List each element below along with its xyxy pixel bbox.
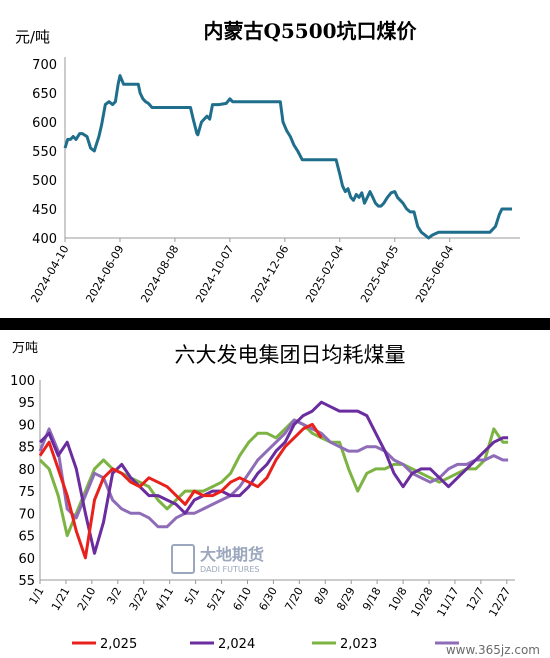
series-lines — [38, 400, 509, 560]
x-tick-label: 10/28 — [408, 585, 435, 619]
x-tick-label: 2024-08-08 — [138, 243, 181, 305]
watermark-logo: 大地期货 DADI FUTURES — [171, 544, 264, 574]
x-tick-label: 2024-04-10 — [28, 243, 71, 305]
x-tick-label: 9/18 — [360, 585, 384, 613]
series-line-0 — [38, 422, 323, 560]
x-tick-label: 2/10 — [75, 585, 99, 613]
price-line — [63, 74, 512, 240]
legend-label: 2,024 — [218, 637, 255, 652]
price-chart: 内蒙古Q5500坑口煤价 元/吨 400 450 500 550 600 650 700 2… — [15, 19, 520, 305]
y-tick-label: 70 — [18, 507, 35, 522]
y-axis-unit-label: 元/吨 — [15, 28, 50, 46]
x-tick-labels: 1/1 1/21 2/10 3/2 3/22 4/11 5/1 5/21 6/10 6/30 7/2… — [26, 580, 513, 619]
x-tick-label: 2025-06-04 — [413, 243, 456, 305]
y-tick-label: 55 — [18, 574, 35, 589]
x-tick-label: 2024-06-09 — [83, 243, 126, 305]
y-tick-label: 600 — [32, 116, 57, 131]
x-tick-label: 12/7 — [464, 585, 488, 613]
x-tick-label: 6/10 — [230, 585, 254, 613]
x-tick-label: 11/17 — [434, 585, 461, 619]
x-tick-label: 5/1 — [182, 585, 202, 607]
y-tick-label: 60 — [18, 552, 35, 567]
y-tick-label: 80 — [18, 463, 35, 478]
x-tick-label: 7/20 — [282, 585, 306, 613]
y-tick-label: 95 — [18, 396, 35, 411]
y-tick-label: 450 — [32, 203, 57, 218]
y-tick-label: 85 — [18, 441, 35, 456]
x-tick-label: 4/11 — [153, 585, 177, 613]
y-axis-unit-label: 万吨 — [12, 341, 38, 356]
y-tick-label: 500 — [32, 174, 57, 189]
watermark-subtext: DADI FUTURES — [200, 565, 259, 574]
series-line-1 — [38, 400, 509, 555]
y-tick-label: 400 — [32, 232, 57, 247]
y-tick-label: 700 — [32, 58, 57, 73]
y-tick-label: 65 — [18, 530, 35, 545]
y-tick-label: 75 — [18, 485, 35, 500]
x-tick-label: 2024-12-06 — [248, 243, 291, 305]
x-tick-label: 8/9 — [312, 585, 332, 607]
legend-label: 2,025 — [100, 637, 137, 652]
x-tick-labels: 2024-04-10 2024-06-09 2024-08-08 2024-10-07… — [28, 238, 456, 305]
legend-label: 2,023 — [340, 637, 377, 652]
y-tick-label: 550 — [32, 145, 57, 160]
x-tick-label: 5/21 — [205, 585, 229, 613]
source-watermark: www.365jz.com — [446, 643, 540, 657]
x-tick-label: 3/2 — [104, 585, 124, 607]
section-divider — [0, 318, 550, 330]
x-tick-label: 2025-04-05 — [358, 243, 401, 305]
x-tick-label: 10/8 — [386, 585, 410, 613]
chart-title: 六大发电集团日均耗煤量 — [175, 343, 406, 367]
logo-icon — [171, 544, 195, 574]
series-line-3 — [38, 418, 509, 529]
y-tick-label: 650 — [32, 87, 57, 102]
consumption-chart: 万吨 六大发电集团日均耗煤量 大地期货 DADI FUTURES 55 60 65 7… — [10, 341, 540, 657]
x-tick-label: 8/29 — [334, 585, 358, 613]
legend: 2,025 2,024 2,023 — [72, 637, 459, 652]
x-tick-label: 12/27 — [486, 585, 513, 619]
y-tick-label: 100 — [10, 374, 35, 389]
x-tick-label: 2024-10-07 — [193, 243, 236, 305]
chart-title: 内蒙古Q5500坑口煤价 — [203, 19, 417, 43]
y-tick-labels: 400 450 500 550 600 650 700 — [32, 58, 57, 247]
y-tick-labels: 55 60 65 70 75 80 85 90 95 100 — [10, 374, 35, 589]
x-tick-label: 2025-02-04 — [303, 243, 346, 305]
y-tick-label: 90 — [18, 418, 35, 433]
x-tick-label: 3/22 — [127, 585, 151, 613]
watermark-text: 大地期货 — [200, 545, 264, 564]
price-series — [63, 74, 512, 240]
x-tick-label: 1/21 — [49, 585, 73, 613]
x-tick-label: 6/30 — [256, 585, 280, 613]
